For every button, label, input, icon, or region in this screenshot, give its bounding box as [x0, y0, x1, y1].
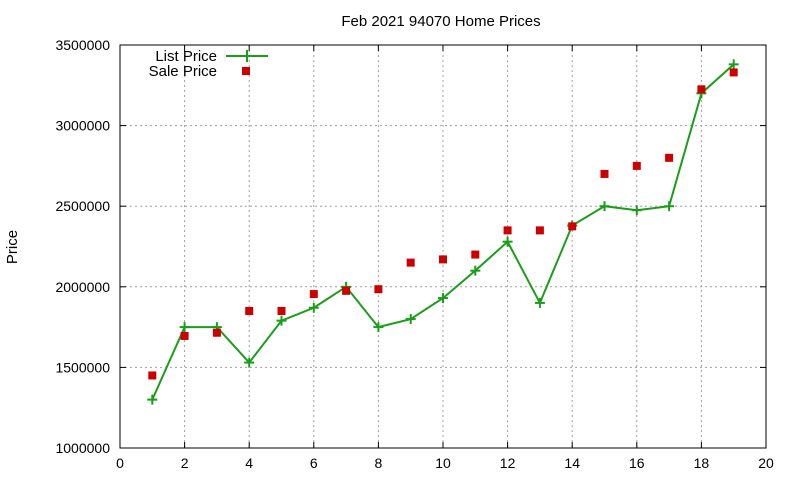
chart-title: Feb 2021 94070 Home Prices [341, 13, 540, 30]
list-price-point [728, 59, 739, 70]
sale-price-point [471, 250, 480, 259]
grid [120, 45, 766, 448]
sale-price-point [342, 286, 351, 295]
list-price-point [179, 322, 190, 333]
x-tick-label: 18 [694, 455, 710, 471]
legend-marker-list-price [241, 50, 253, 62]
y-tick-label: 2500000 [55, 198, 110, 214]
list-price-point [534, 297, 545, 308]
x-tick-label: 6 [310, 455, 318, 471]
list-price-point [631, 205, 642, 216]
sale-price-point [374, 285, 383, 294]
axis-ticks: 0 2 4 6 8 10 12 14 16 18 20 1000000 1500000 2000000 25… [55, 37, 774, 471]
x-tick-label: 12 [500, 455, 516, 471]
y-tick-label: 2000000 [55, 279, 110, 295]
list-price-point [664, 201, 675, 212]
sale-price-point [568, 222, 577, 231]
sale-price-point [180, 331, 189, 340]
sale-price-point [535, 226, 544, 235]
x-tick-label: 10 [435, 455, 451, 471]
x-tick-label: 2 [181, 455, 189, 471]
x-tick-label: 20 [758, 455, 774, 471]
list-price-point [438, 293, 448, 304]
list-price-point [276, 315, 287, 326]
list-price-point [405, 314, 416, 325]
list-price-point [470, 265, 481, 276]
x-tick-label: 4 [245, 455, 253, 471]
sale-price-point [277, 306, 286, 315]
sale-price-point [245, 306, 254, 315]
sale-price-point [503, 226, 512, 235]
y-tick-label: 3000000 [55, 118, 110, 134]
list-price-point [147, 394, 158, 405]
sale-price-point [729, 68, 738, 77]
legend-label-list-price: List Price [155, 48, 217, 65]
legend-label-sale-price: Sale Price [149, 63, 217, 80]
plot-frame [119, 44, 767, 449]
sale-price-point [600, 169, 609, 178]
x-tick-label: 8 [375, 455, 383, 471]
list-price-point [502, 236, 513, 247]
x-tick-label: 14 [564, 455, 580, 471]
sale-price-point [148, 371, 157, 380]
list-price-point [373, 322, 384, 333]
list-price-point [244, 357, 255, 368]
legend-marker-sale-price [242, 67, 250, 75]
y-axis-label: Price [4, 230, 21, 264]
list-price-point [308, 302, 319, 313]
list-price-point [599, 201, 610, 212]
y-tick-label: 3500000 [55, 37, 110, 53]
sale-price-point [439, 255, 447, 264]
sale-price-point [309, 290, 318, 299]
sale-price-point [632, 161, 641, 170]
y-tick-label: 1000000 [55, 440, 110, 456]
sale-price-point [406, 258, 415, 267]
y-tick-label: 1500000 [55, 359, 110, 375]
x-tick-label: 0 [116, 455, 124, 471]
sale-price-point [665, 153, 674, 162]
series-layer [147, 59, 739, 405]
sale-price-point [697, 85, 706, 94]
x-tick-label: 16 [629, 455, 645, 471]
legend: List Price Sale Price [149, 48, 268, 80]
sale-price-point [212, 328, 221, 337]
